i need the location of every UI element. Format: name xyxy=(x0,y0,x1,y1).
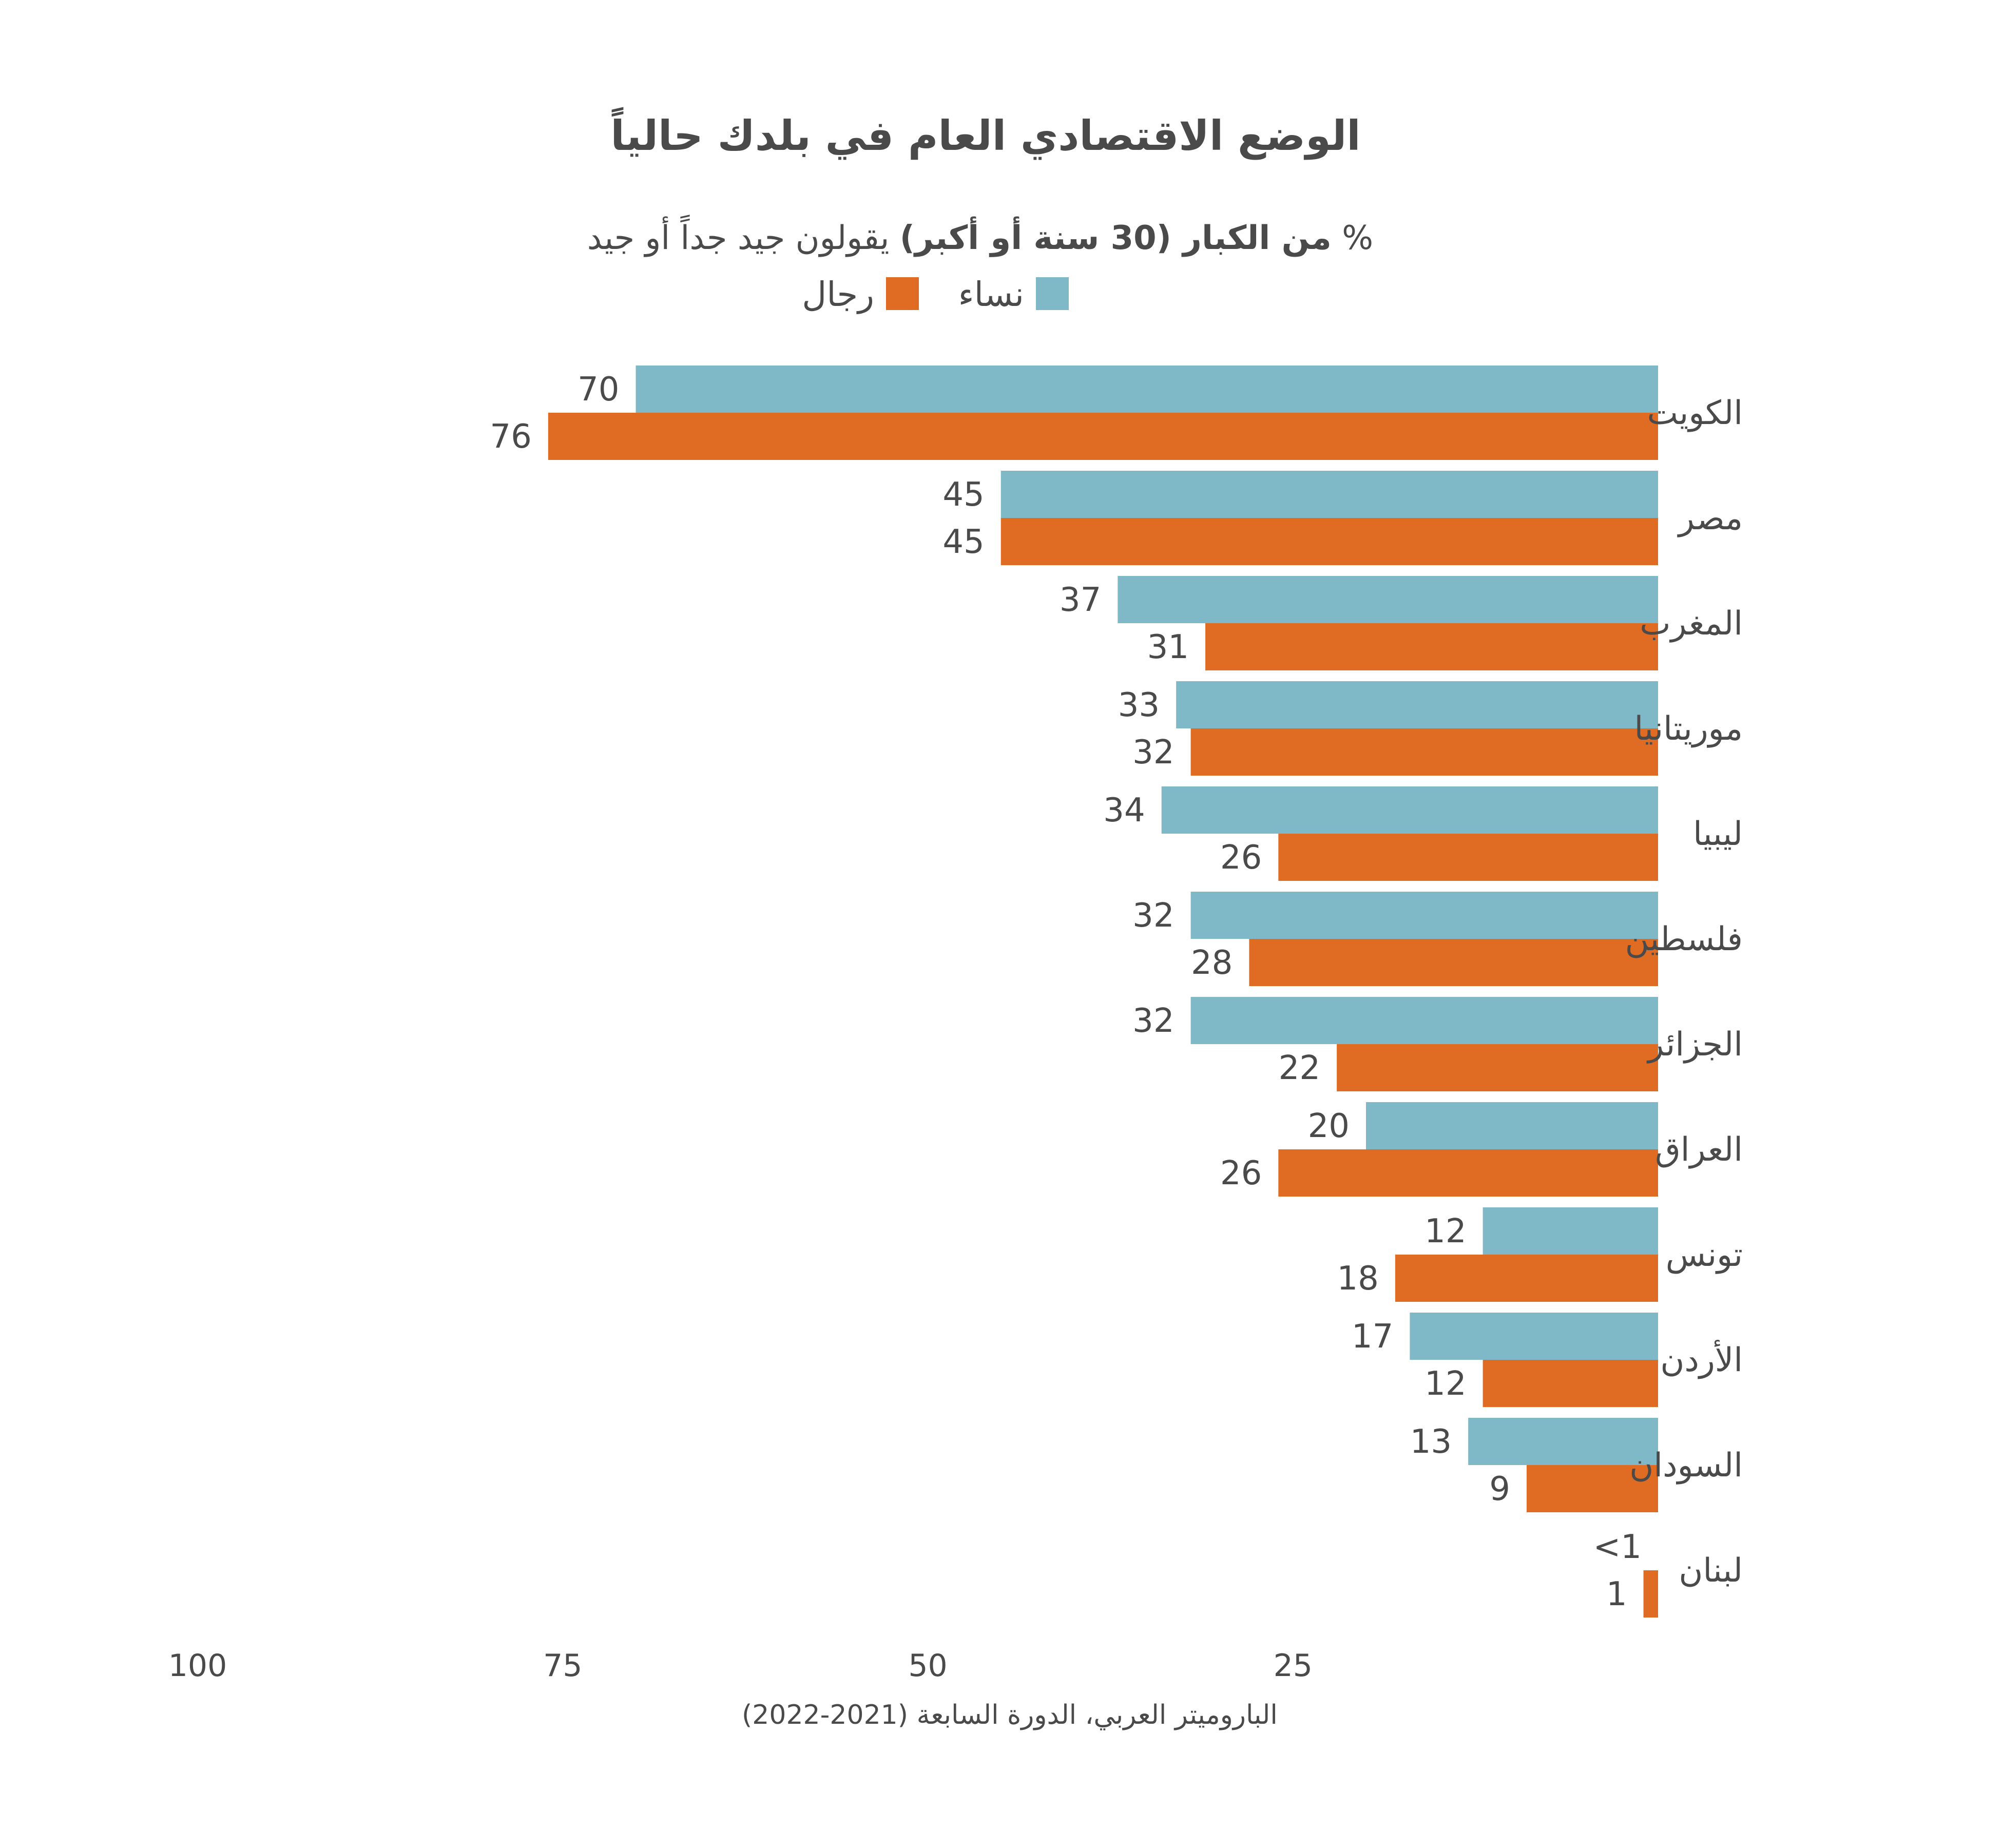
category-label-6: الجزائر xyxy=(1646,1026,1743,1064)
value-label-women-2: 37 xyxy=(1060,581,1101,619)
legend-label-men: رجال xyxy=(802,275,874,314)
bar-men-0 xyxy=(548,413,1658,460)
bar-men-3 xyxy=(1190,728,1658,776)
bar-men-4 xyxy=(1278,834,1658,881)
value-label-women-10: 13 xyxy=(1410,1423,1452,1461)
legend-swatch-men xyxy=(886,277,919,310)
bar-men-5 xyxy=(1249,939,1658,986)
source-note: الباروميتر العربي، الدورة السابعة (2021-… xyxy=(742,1700,1278,1730)
bar-women-6 xyxy=(1190,997,1658,1044)
bar-men-6 xyxy=(1337,1044,1658,1091)
value-label-men-9: 12 xyxy=(1424,1365,1466,1403)
value-label-women-7: 20 xyxy=(1308,1107,1350,1145)
legend-swatch-women xyxy=(1036,277,1069,310)
bar-women-3 xyxy=(1176,681,1658,728)
value-label-women-4: 34 xyxy=(1103,792,1145,830)
subtitle-percent: % xyxy=(1342,219,1373,257)
bars-layer xyxy=(548,365,1658,1618)
x-tick-2: 50 xyxy=(908,1648,947,1684)
value-label-men-0: 76 xyxy=(490,418,531,456)
x-axis-ticks: 100 75 50 25 xyxy=(168,1648,1313,1684)
bar-women-5 xyxy=(1190,892,1658,939)
category-label-11: لبنان xyxy=(1679,1552,1743,1590)
value-label-women-6: 32 xyxy=(1132,1002,1174,1040)
category-label-1: مصر xyxy=(1677,499,1743,537)
bar-men-10 xyxy=(1526,1465,1658,1512)
category-label-9: الأردن xyxy=(1660,1339,1743,1379)
value-label-women-3: 33 xyxy=(1118,686,1160,724)
category-label-2: المغرب xyxy=(1640,605,1743,643)
value-label-men-4: 26 xyxy=(1220,839,1262,877)
chart-subtitle: % من الكبار (30 سنة أو أكبر) يقولون جيد … xyxy=(587,215,1373,257)
category-label-3: موريتانيا xyxy=(1634,710,1743,748)
x-tick-0: 100 xyxy=(168,1648,227,1684)
bar-men-11 xyxy=(1643,1570,1658,1618)
legend: نساء رجال xyxy=(802,275,1069,314)
bar-women-2 xyxy=(1118,576,1658,623)
value-label-men-11: 1 xyxy=(1606,1575,1627,1613)
bar-women-4 xyxy=(1161,786,1658,834)
bar-women-10 xyxy=(1468,1418,1658,1465)
category-labels-layer: الكويت مصر المغرب موريتانيا ليبيا فلسطين الجزا… xyxy=(1625,394,1743,1590)
bar-women-8 xyxy=(1483,1207,1658,1255)
value-label-men-7: 26 xyxy=(1220,1154,1262,1192)
bar-women-9 xyxy=(1410,1313,1658,1360)
value-label-men-1: 45 xyxy=(942,523,984,561)
value-label-men-6: 22 xyxy=(1279,1049,1320,1087)
bar-women-0 xyxy=(636,365,1658,413)
value-label-women-0: 70 xyxy=(578,371,619,409)
bar-women-1 xyxy=(1000,471,1658,518)
value-label-women-8: 12 xyxy=(1424,1212,1466,1250)
value-label-men-5: 28 xyxy=(1191,944,1233,982)
subtitle-bold: من الكبار (30 سنة أو أكبر) xyxy=(900,216,1332,257)
value-label-men-2: 31 xyxy=(1147,628,1189,666)
bar-men-8 xyxy=(1395,1255,1658,1302)
subtitle-rest: يقولون جيد جداً أو جيد xyxy=(587,215,890,257)
x-tick-3: 25 xyxy=(1274,1648,1313,1684)
category-label-4: ليبيا xyxy=(1693,815,1743,853)
bar-women-7 xyxy=(1366,1102,1658,1149)
bar-men-9 xyxy=(1483,1360,1658,1407)
chart-title: الوضع الاقتصادي العام في بلدك حالياً xyxy=(610,106,1360,160)
category-label-0: الكويت xyxy=(1647,394,1743,432)
value-label-women-5: 32 xyxy=(1132,897,1174,935)
category-label-10: السودان xyxy=(1629,1447,1743,1485)
value-label-men-10: 9 xyxy=(1489,1470,1510,1508)
category-label-8: تونس xyxy=(1666,1236,1743,1274)
value-label-women-9: 17 xyxy=(1352,1318,1393,1356)
category-label-7: العراق xyxy=(1655,1131,1743,1169)
x-tick-1: 75 xyxy=(543,1648,582,1684)
bar-men-2 xyxy=(1205,623,1658,670)
category-label-5: فلسطين xyxy=(1625,920,1743,958)
value-label-women-1: 45 xyxy=(942,476,984,514)
value-label-women-11: <1 xyxy=(1593,1528,1642,1566)
legend-label-women: نساء xyxy=(958,275,1024,314)
bar-men-1 xyxy=(1000,518,1658,565)
value-labels-layer: 70 76 45 45 37 31 33 32 34 26 32 28 32 22 20 26 12 18 17 12… xyxy=(490,371,1642,1613)
bar-men-7 xyxy=(1278,1149,1658,1197)
value-label-men-8: 18 xyxy=(1337,1260,1378,1298)
value-label-men-3: 32 xyxy=(1132,734,1174,772)
